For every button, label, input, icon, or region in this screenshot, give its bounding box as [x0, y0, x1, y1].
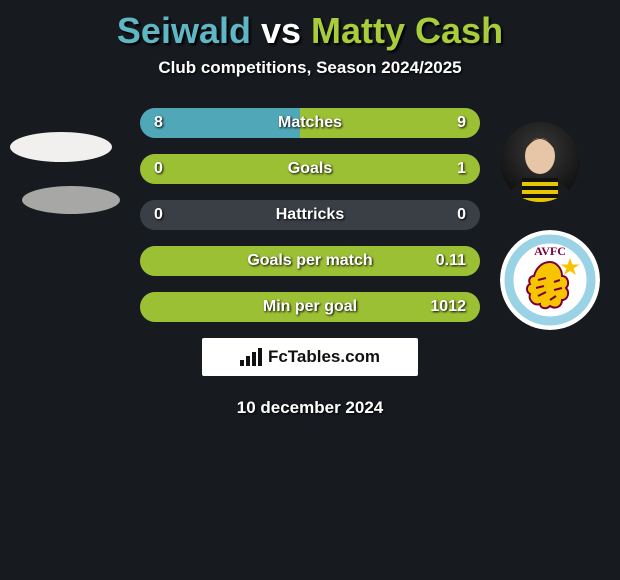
- bar-chart-icon: [240, 348, 262, 366]
- stat-label: Matches: [140, 108, 480, 138]
- title-right: Matty Cash: [311, 10, 503, 51]
- club-badge-text: AVFC: [534, 244, 566, 258]
- player-avatar: [500, 122, 580, 202]
- stat-label: Min per goal: [140, 292, 480, 322]
- stat-row: Goals per match0.11: [140, 246, 480, 276]
- stat-value-right: 0.11: [436, 246, 466, 276]
- left-placeholder-ellipse-2: [22, 186, 120, 214]
- stat-label: Goals per match: [140, 246, 480, 276]
- stat-value-right: 9: [457, 108, 466, 138]
- footer-text: FcTables.com: [268, 347, 380, 367]
- left-placeholder-ellipse-1: [10, 132, 112, 162]
- stat-value-right: 0: [457, 200, 466, 230]
- stat-row: 0Goals1: [140, 154, 480, 184]
- date-text: 10 december 2024: [0, 398, 620, 418]
- page-title: Seiwald vs Matty Cash: [0, 10, 620, 52]
- stat-row: Min per goal1012: [140, 292, 480, 322]
- stat-value-right: 1: [457, 154, 466, 184]
- subtitle: Club competitions, Season 2024/2025: [0, 58, 620, 78]
- club-badge: AVFC: [500, 230, 600, 330]
- stat-value-right: 1012: [430, 292, 466, 322]
- stat-row: 8Matches9: [140, 108, 480, 138]
- title-left: Seiwald: [117, 10, 251, 51]
- title-vs: vs: [251, 10, 311, 51]
- stat-rows: 8Matches90Goals10Hattricks0Goals per mat…: [140, 108, 480, 322]
- footer-attribution: FcTables.com: [202, 338, 418, 376]
- stat-label: Hattricks: [140, 200, 480, 230]
- stat-label: Goals: [140, 154, 480, 184]
- stat-row: 0Hattricks0: [140, 200, 480, 230]
